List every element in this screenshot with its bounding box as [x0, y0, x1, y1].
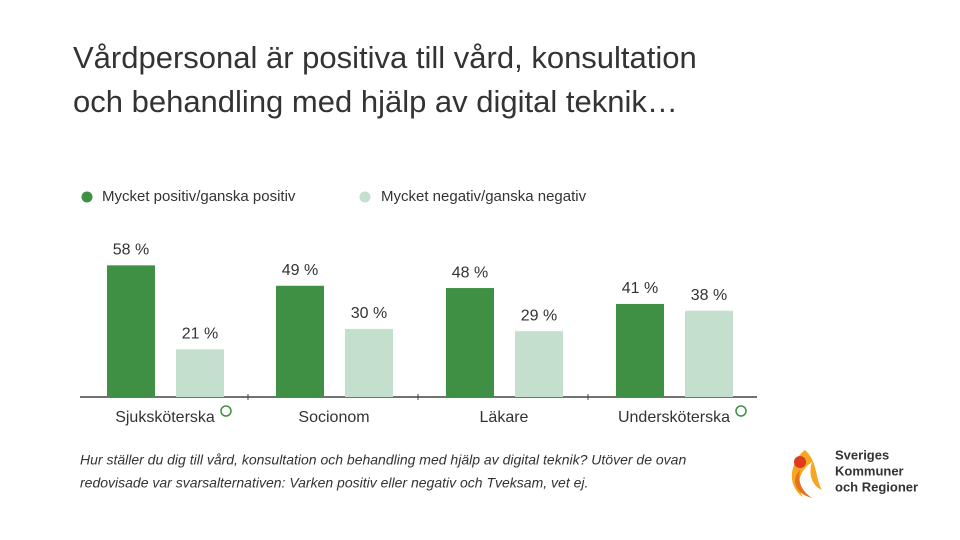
bar: [345, 328, 393, 397]
bar: [446, 288, 494, 397]
bar: [515, 331, 563, 397]
value-label: 21 %: [182, 326, 218, 343]
value-label: 30 %: [351, 305, 387, 322]
bar: [685, 310, 733, 397]
footnote: redovisade var svarsalternativen: Varken…: [80, 475, 588, 491]
marker-icon: [735, 405, 747, 417]
slide-title: och behandling med hjälp av digital tekn…: [73, 84, 678, 119]
logo-text: och Regioner: [835, 479, 918, 494]
value-label: 48 %: [452, 264, 488, 281]
logo-text: Kommuner: [835, 463, 904, 478]
legend-swatch: [81, 191, 93, 203]
x-tick-label: Undersköterska: [618, 409, 730, 426]
bar: [176, 349, 224, 397]
legend-label: Mycket positiv/ganska positiv: [102, 188, 296, 205]
bar: [616, 303, 664, 397]
footnote: Hur ställer du dig till vård, konsultati…: [80, 452, 686, 468]
x-tick-label: Sjuksköterska: [115, 409, 215, 426]
value-label: 58 %: [113, 242, 149, 259]
marker-icon: [220, 405, 232, 417]
value-label: 49 %: [282, 262, 318, 279]
x-tick-label: Socionom: [298, 409, 369, 426]
bar: [276, 285, 324, 397]
slide-title: Vårdpersonal är positiva till vård, kons…: [73, 40, 697, 75]
logo-mark: [791, 450, 822, 498]
bar: [107, 265, 155, 397]
logo-text: Sveriges: [835, 447, 889, 462]
legend-label: Mycket negativ/ganska negativ: [381, 188, 587, 205]
x-tick-label: Läkare: [480, 409, 529, 426]
value-label: 41 %: [622, 280, 658, 297]
legend-swatch: [359, 191, 371, 203]
value-label: 38 %: [691, 287, 727, 304]
value-label: 29 %: [521, 307, 557, 324]
